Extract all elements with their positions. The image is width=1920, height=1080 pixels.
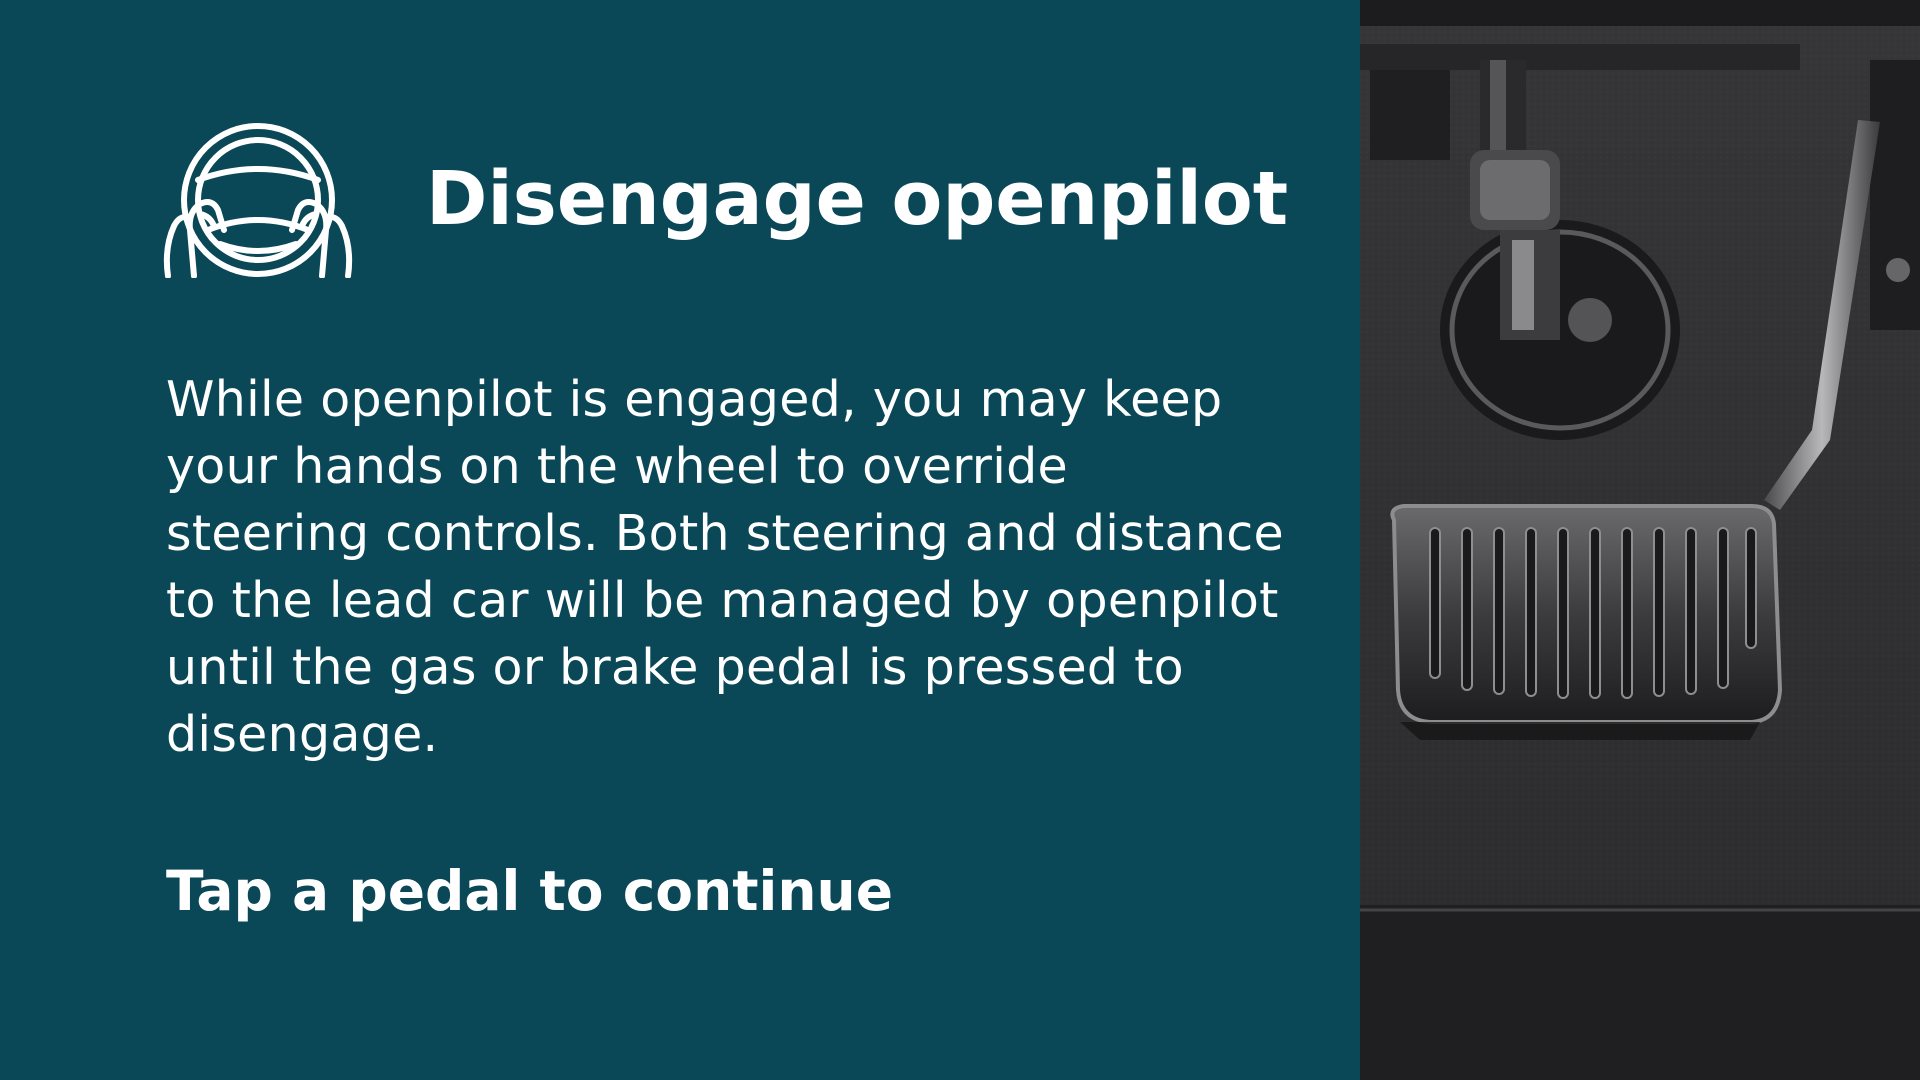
instruction-panel: Disengage openpilot While openpilot is e…	[163, 123, 1289, 923]
steering-wheel-icon	[163, 123, 353, 278]
instruction-text: While openpilot is engaged, you may keep…	[166, 371, 1284, 763]
page-title: Disengage openpilot	[426, 156, 1289, 242]
continue-prompt: Tap a pedal to continue	[166, 859, 894, 923]
brake-pedal-photo	[1360, 0, 1920, 1080]
